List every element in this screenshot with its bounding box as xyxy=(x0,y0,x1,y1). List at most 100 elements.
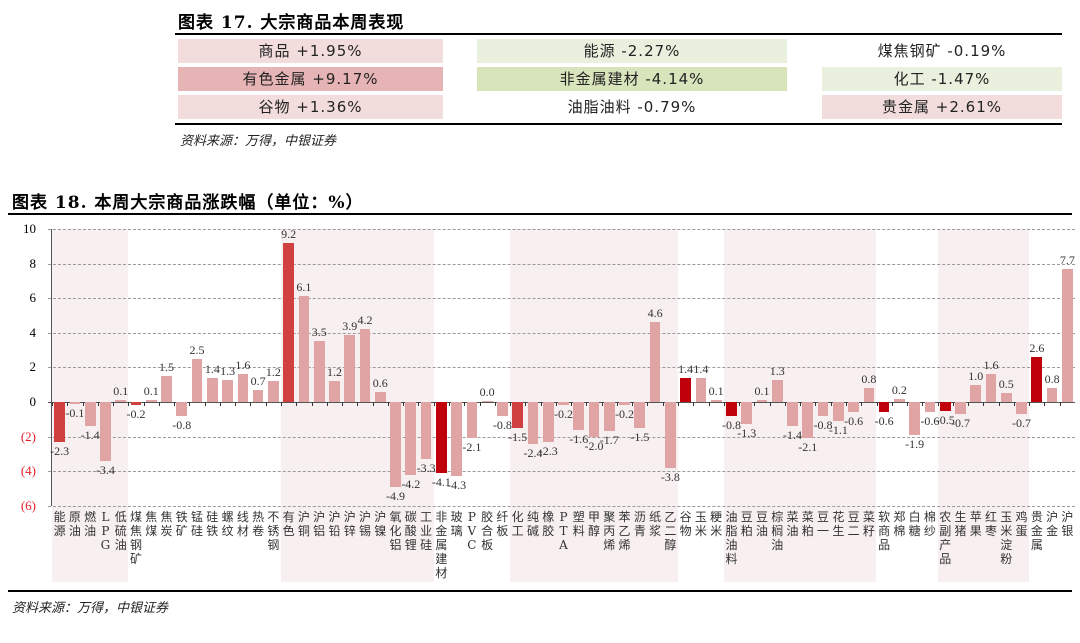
category-label: 豆油 xyxy=(755,509,768,538)
x-tick xyxy=(387,402,389,406)
table17-cell: 贵金属 +2.61% xyxy=(822,95,1062,119)
bar-value-label: 1.2 xyxy=(326,365,342,380)
bar xyxy=(512,402,524,428)
bar-value-label: 3.5 xyxy=(311,325,327,340)
bar-value-label: 1.6 xyxy=(983,358,999,373)
category-label: 沥青 xyxy=(633,509,646,538)
bar xyxy=(145,400,157,402)
category-label: 橡胶 xyxy=(542,509,555,538)
table17-cell: 能源 -2.27% xyxy=(477,39,787,63)
bar-value-label: -2.1 xyxy=(798,440,818,455)
y-axis-label: (2) xyxy=(20,428,36,444)
bar-value-label: 1.4 xyxy=(693,361,709,376)
x-tick xyxy=(845,402,847,406)
y-axis xyxy=(51,229,52,506)
gridline xyxy=(48,298,1075,300)
bar-value-label: -1.7 xyxy=(599,433,619,448)
bar-value-label: -0.7 xyxy=(950,416,970,431)
bar xyxy=(100,402,111,461)
bar-value-label: 0.8 xyxy=(861,372,877,387)
bar xyxy=(1000,393,1012,402)
bar-value-label: -1.4 xyxy=(783,428,803,443)
y-axis-label: 6 xyxy=(29,290,37,306)
category-label: 沪铅 xyxy=(328,509,341,538)
bar-value-label: 1.6 xyxy=(235,358,251,373)
x-tick xyxy=(1029,402,1031,406)
table17-cell: 煤焦钢矿 -0.19% xyxy=(822,39,1062,63)
bar xyxy=(771,379,783,402)
category-label: 聚丙烯 xyxy=(603,509,616,552)
x-tick xyxy=(418,402,420,406)
category-label: 不锈钢 xyxy=(267,509,280,552)
bar xyxy=(665,402,676,468)
category-label: 纸浆 xyxy=(649,509,662,538)
bar xyxy=(970,384,982,402)
category-label: 锰硅 xyxy=(191,509,204,538)
category-label: PTA xyxy=(559,509,568,552)
x-tick xyxy=(1059,402,1061,406)
x-tick xyxy=(739,402,741,406)
bar xyxy=(420,402,432,460)
category-label: 热卷 xyxy=(252,509,265,538)
category-label: 纤板 xyxy=(496,509,509,538)
bar xyxy=(1016,402,1027,415)
bar-value-label: 1.4 xyxy=(678,361,694,376)
x-tick xyxy=(204,402,206,406)
x-tick xyxy=(937,402,939,406)
bar-value-label: 1.5 xyxy=(159,360,174,375)
bar xyxy=(878,402,890,413)
bar xyxy=(527,402,539,444)
bar xyxy=(359,329,371,402)
y-axis-label: (6) xyxy=(20,497,36,513)
bar-value-label: 0.1 xyxy=(754,384,770,399)
category-label: 硅铁 xyxy=(206,509,219,538)
category-label: 燃油 xyxy=(84,509,97,538)
category-label: 胶合板 xyxy=(481,509,494,552)
chart-bottom-rule xyxy=(8,590,1072,592)
table17-cell: 商品 +1.95% xyxy=(178,39,443,63)
bar-value-label: -2.3 xyxy=(50,443,70,458)
bar xyxy=(191,358,203,402)
x-tick xyxy=(616,402,618,406)
category-label: 塑料 xyxy=(572,509,585,538)
bar xyxy=(909,402,921,435)
x-tick xyxy=(281,402,283,406)
x-tick xyxy=(189,402,191,406)
category-label: 红枣 xyxy=(985,509,998,538)
bar-value-label: -0.8 xyxy=(492,417,512,432)
table17-cell: 谷物 +1.36% xyxy=(178,95,443,119)
bar-value-label: -1.5 xyxy=(508,429,528,444)
bar xyxy=(206,377,218,402)
bar-value-label: -0.1 xyxy=(65,405,85,420)
x-tick xyxy=(326,402,328,406)
bar xyxy=(741,402,753,425)
x-tick xyxy=(403,402,405,406)
x-tick xyxy=(708,402,710,406)
x-tick xyxy=(861,402,863,406)
bar-value-label: 6.1 xyxy=(296,280,312,295)
bar xyxy=(832,402,844,422)
x-tick xyxy=(968,402,970,406)
category-label: 谷物 xyxy=(679,509,692,538)
bar-value-label: -0.8 xyxy=(721,417,741,432)
bar-value-label: -0.7 xyxy=(1012,416,1032,431)
x-tick xyxy=(113,402,115,406)
category-label: 焦煤 xyxy=(145,509,158,538)
x-tick xyxy=(174,402,176,406)
chart-top-rule xyxy=(8,213,1072,215)
bar-chart: 10 8 6 4 2 0 (2) (4) (6) -2.3 能源 -0.1 原油 -1.4 燃油 -3.4 LP… xyxy=(0,212,1080,592)
bar-value-label: -2.4 xyxy=(523,445,543,460)
bar xyxy=(619,402,630,406)
bar xyxy=(542,402,554,442)
category-label: 软商品 xyxy=(878,509,891,552)
table17-title: 图表 17. 大宗商品本周表现 xyxy=(178,13,405,33)
x-tick xyxy=(342,402,344,406)
category-label: 煤焦钢矿 xyxy=(129,509,142,566)
gridline xyxy=(48,332,1075,334)
table17-bottom-rule xyxy=(175,123,1062,125)
y-axis-label: 4 xyxy=(29,324,37,340)
category-label: 非金属建材 xyxy=(435,509,448,580)
gridline xyxy=(48,436,1075,438)
bar-value-label: 1.3 xyxy=(769,363,785,378)
x-tick xyxy=(433,402,435,406)
